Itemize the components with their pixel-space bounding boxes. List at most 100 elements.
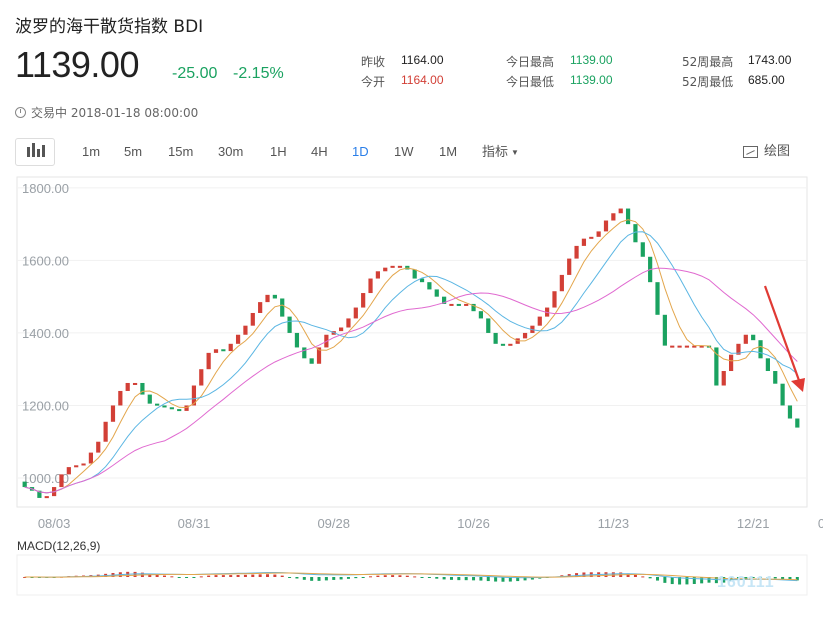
candle-bar: [316, 347, 322, 364]
candle-bar: [758, 340, 763, 359]
candle-bar: [125, 382, 130, 391]
day-low-value: 1139.00: [570, 73, 613, 87]
macd-bar: [479, 577, 483, 581]
macd-bar: [280, 575, 284, 577]
macd-bar: [295, 577, 299, 579]
period-1h[interactable]: 1H: [270, 144, 287, 159]
candle-bar: [677, 345, 682, 348]
indicator-label: 指标: [482, 144, 509, 159]
period-1mo[interactable]: 1M: [439, 144, 458, 159]
candle-bar: [684, 345, 690, 348]
candle-bar: [625, 208, 631, 225]
macd-bar: [376, 575, 380, 577]
macd-bar: [273, 574, 277, 577]
period-15m[interactable]: 15m: [168, 144, 194, 159]
macd-bar: [788, 577, 792, 580]
candle-bar: [751, 334, 756, 341]
candle-bar: [670, 345, 675, 348]
period-1d[interactable]: 1D: [352, 144, 369, 159]
candle-bar: [537, 316, 542, 326]
x-tick-label: 09/28: [317, 516, 350, 531]
macd-bar: [449, 577, 453, 580]
candle-bar: [191, 385, 197, 406]
candle-bar: [721, 371, 726, 386]
indicator-menu[interactable]: 指标 ▼: [482, 138, 519, 166]
candle-bar: [390, 265, 395, 268]
period-1m[interactable]: 1m: [82, 144, 101, 159]
y-tick-label: 1400.00: [22, 326, 69, 341]
day-high-value: 1139.00: [570, 53, 613, 67]
drawing-icon: [742, 146, 758, 158]
macd-bar: [670, 577, 674, 585]
candle-bar: [250, 312, 255, 326]
candle-bar: [633, 224, 638, 243]
macd-bar: [177, 577, 181, 578]
price-change-percent: -2.15%: [233, 65, 284, 82]
candle-bar: [589, 236, 594, 239]
period-5m[interactable]: 5m: [124, 144, 143, 159]
macd-bar: [23, 577, 27, 578]
macd-bar: [435, 577, 439, 579]
candle-bar: [640, 242, 645, 257]
candle-bar: [471, 303, 476, 312]
candle-bar: [272, 294, 277, 299]
candle-bar: [199, 369, 204, 386]
macd-bar: [185, 577, 189, 578]
candle-bar: [184, 405, 189, 411]
macd-bar: [427, 577, 431, 578]
period-30m[interactable]: 30m: [218, 144, 244, 159]
candle-bar: [258, 302, 263, 313]
day-low-label: 今日最低: [506, 75, 555, 89]
week52-low-value: 685.00: [748, 73, 785, 87]
candle-bar: [280, 298, 285, 317]
candle-bar: [88, 452, 94, 464]
candle-bar: [427, 282, 432, 290]
candle-bar: [37, 490, 42, 498]
macd-bar: [354, 577, 358, 579]
ma-line-ma5: [24, 219, 798, 494]
macd-bar: [302, 577, 306, 580]
macd-bar: [369, 576, 373, 578]
candle-bar: [574, 245, 579, 259]
candle-bar: [132, 382, 138, 385]
ma-line-ma20: [24, 267, 798, 494]
period-1w[interactable]: 1W: [394, 144, 414, 159]
macd-bar: [383, 575, 387, 577]
candle-bar: [655, 282, 660, 315]
candle-bar: [103, 421, 108, 442]
macd-bar: [648, 577, 652, 579]
candle-bar: [177, 409, 182, 412]
candle-bar: [383, 267, 388, 272]
candle-bar: [243, 325, 248, 335]
macd-bar: [199, 576, 203, 578]
macd-bar: [567, 574, 571, 577]
candle-bar: [412, 269, 417, 279]
macd-bar: [288, 577, 292, 578]
macd-bar: [641, 576, 645, 578]
period-4h[interactable]: 4H: [311, 144, 328, 159]
macd-dea-line: [24, 572, 798, 581]
candlestick-icon[interactable]: [15, 138, 55, 166]
candle-bar: [221, 349, 226, 352]
candle-bar: [22, 481, 27, 488]
macd-bar: [170, 576, 174, 578]
candle-bar: [74, 465, 79, 468]
draw-button[interactable]: 绘图: [742, 138, 790, 166]
macd-bar: [795, 577, 799, 581]
watermark: 160111: [717, 574, 775, 591]
candle-bar: [169, 407, 174, 410]
candle-bar: [508, 343, 513, 346]
macd-bar: [339, 577, 343, 580]
y-tick-label: 1800.00: [22, 181, 69, 196]
macd-bar: [464, 577, 468, 581]
candle-bar: [118, 390, 123, 406]
candle-bar: [96, 441, 101, 453]
candle-bar: [442, 296, 447, 304]
candle-bar: [368, 278, 373, 294]
trend-arrow: [763, 285, 803, 387]
candle-bar: [714, 347, 719, 386]
x-tick-label: 12/21: [737, 516, 770, 531]
candle-bar: [59, 474, 64, 488]
prev-close-label: 昨收: [361, 55, 386, 69]
